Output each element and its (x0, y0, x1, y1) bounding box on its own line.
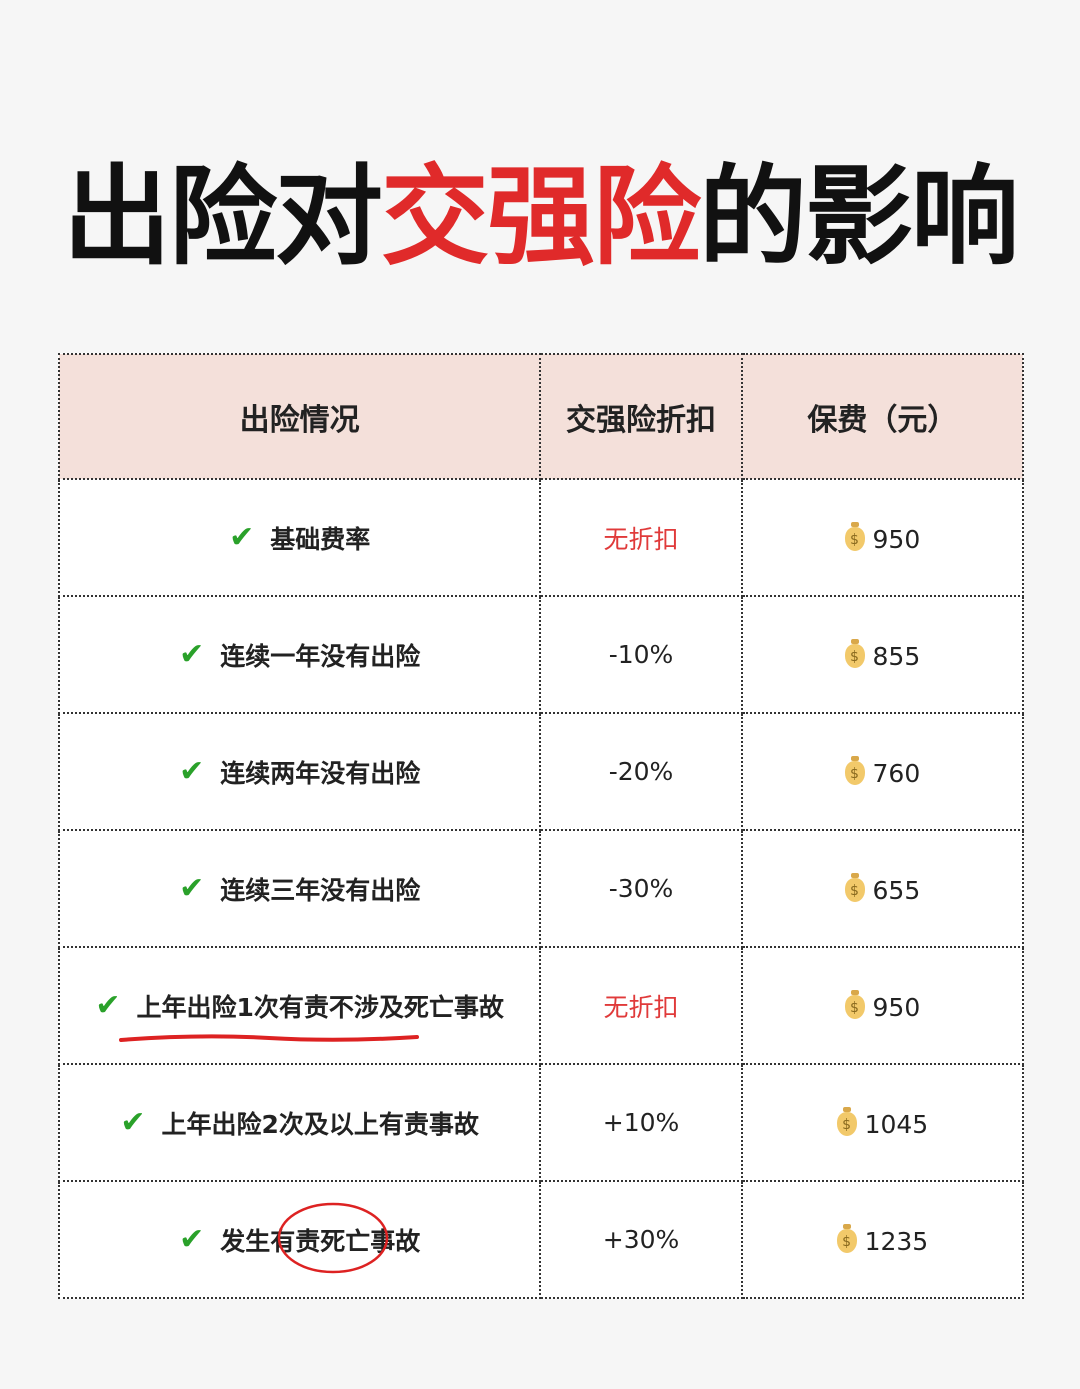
situation-text: 连续两年没有出险 (220, 758, 421, 788)
situation-cell: ✔ 基础费率 (57, 478, 542, 597)
premium-cell: $855 (740, 595, 1025, 714)
situation-text: 上年出险1次有责不涉及死亡事故 (136, 992, 504, 1022)
table-row: ✔ 基础费率 无折扣 $950 (57, 478, 1025, 597)
table-row: ✔ 上年出险2次及以上有责事故 +10% $1045 (57, 1063, 1025, 1182)
discount-cell: +10% (539, 1063, 743, 1182)
situation-text: 连续三年没有出险 (220, 875, 421, 905)
premium-value: 950 (872, 992, 921, 1022)
premium-cell: $950 (740, 946, 1025, 1065)
money-bag-icon: $ (836, 1224, 857, 1254)
discount-cell: 无折扣 (539, 478, 743, 597)
premium-value: 1045 (864, 1109, 929, 1139)
situation-text: 连续一年没有出险 (220, 641, 421, 671)
money-bag-icon: $ (844, 522, 865, 552)
check-icon: ✔ (179, 754, 205, 789)
table-row: ✔ 连续两年没有出险 -20% $760 (57, 712, 1025, 831)
premium-value: 950 (872, 524, 921, 554)
premium-cell: $950 (740, 478, 1025, 597)
red-circle-annotation (277, 1202, 389, 1273)
table-row: ✔ 发生有责死亡事故 +30% $1235 (57, 1180, 1025, 1299)
money-bag-icon: $ (844, 639, 865, 669)
premium-value: 655 (872, 875, 921, 905)
premium-cell: $1235 (740, 1180, 1025, 1299)
check-icon: ✔ (179, 637, 205, 672)
situation-cell: ✔ 上年出险1次有责不涉及死亡事故 (57, 946, 542, 1065)
table-row: ✔ 连续一年没有出险 -10% $855 (57, 595, 1025, 714)
premium-value: 1235 (864, 1226, 929, 1256)
page-title: 出险对交强险的影响 (62, 155, 1019, 280)
situation-text: 基础费率 (270, 524, 371, 554)
money-bag-icon: $ (844, 990, 865, 1020)
insurance-table: 出险情况 交强险折扣 保费（元） ✔ 基础费率 无折扣 $950 ✔ 连续一年没有出险… (57, 353, 1025, 1299)
situation-cell: ✔ 连续三年没有出险 (57, 829, 542, 948)
discount-cell: -20% (539, 712, 743, 831)
header-situation: 出险情况 (57, 353, 542, 480)
check-icon: ✔ (179, 1222, 205, 1257)
discount-cell: -10% (539, 595, 743, 714)
check-icon: ✔ (179, 871, 205, 906)
discount-cell: -30% (539, 829, 743, 948)
discount-cell: 无折扣 (539, 946, 743, 1065)
premium-value: 855 (872, 641, 921, 671)
table-row: ✔ 上年出险1次有责不涉及死亡事故 无折扣 $950 (57, 946, 1025, 1065)
red-underline-annotation (119, 1033, 420, 1042)
money-bag-icon: $ (836, 1107, 857, 1137)
situation-cell: ✔ 上年出险2次及以上有责事故 (57, 1063, 542, 1182)
check-icon: ✔ (120, 1105, 146, 1140)
money-bag-icon: $ (844, 873, 865, 903)
situation-text: 上年出险2次及以上有责事故 (161, 1109, 479, 1139)
money-bag-icon: $ (844, 756, 865, 786)
header-premium: 保费（元） (740, 353, 1025, 480)
premium-cell: $760 (740, 712, 1025, 831)
premium-cell: $1045 (740, 1063, 1025, 1182)
discount-cell: +30% (539, 1180, 743, 1299)
check-icon: ✔ (229, 520, 255, 555)
premium-value: 760 (872, 758, 921, 788)
table-row: ✔ 连续三年没有出险 -30% $655 (57, 829, 1025, 948)
situation-cell: ✔ 连续两年没有出险 (57, 712, 542, 831)
situation-cell: ✔ 连续一年没有出险 (57, 595, 542, 714)
premium-cell: $655 (740, 829, 1025, 948)
check-icon: ✔ (95, 988, 121, 1023)
situation-cell: ✔ 发生有责死亡事故 (57, 1180, 542, 1299)
header-discount: 交强险折扣 (539, 353, 743, 480)
